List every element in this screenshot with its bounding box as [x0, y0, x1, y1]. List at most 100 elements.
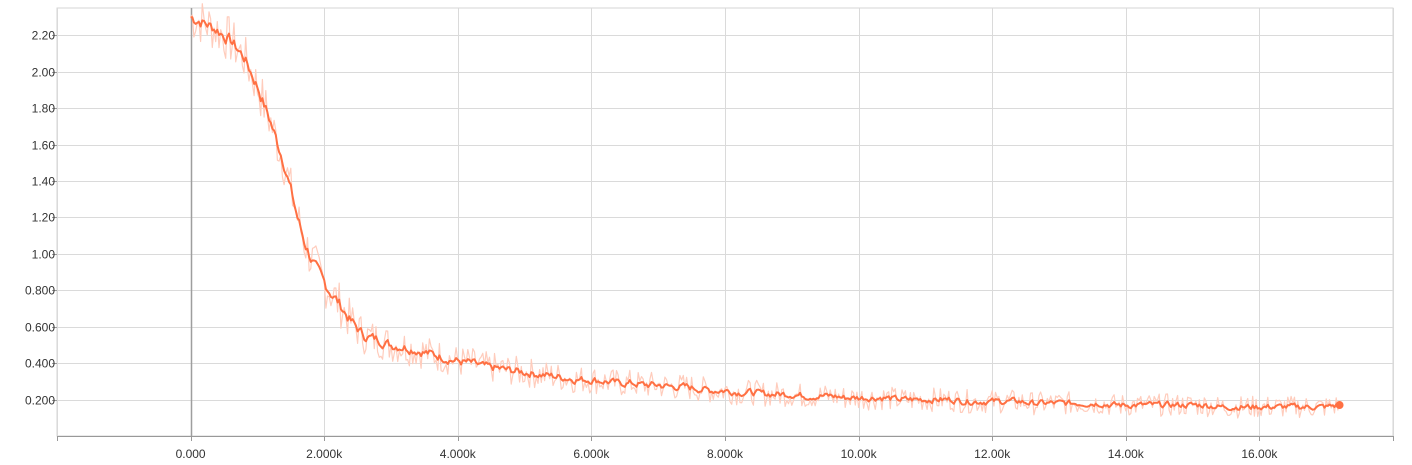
- data-point: [283, 162, 285, 164]
- data-point: [804, 395, 806, 397]
- y-tick-labels: 0.200 0.400 0.600 0.800 1.00 1.20 1.40 1.60 1.80…: [25, 29, 55, 408]
- x-tick-label: 10.00k: [841, 447, 878, 461]
- axes: [52, 35, 1394, 441]
- data-point: [1165, 404, 1167, 406]
- data-point: [644, 384, 646, 386]
- data-point: [297, 217, 299, 219]
- data-point: [764, 393, 766, 395]
- data-point: [497, 368, 499, 370]
- data-point: [190, 16, 192, 18]
- data-point: [1325, 406, 1327, 408]
- data-point: [965, 401, 967, 403]
- data-point: [818, 395, 820, 397]
- data-point: [577, 379, 579, 381]
- data-point: [430, 353, 432, 355]
- x-tick-label: 14.00k: [1108, 447, 1145, 461]
- y-tick-label: 2.00: [32, 66, 56, 80]
- y-tick-label: 0.400: [25, 357, 55, 371]
- data-point: [1232, 406, 1234, 408]
- data-point: [1272, 406, 1274, 408]
- data-point: [457, 361, 459, 363]
- data-point: [417, 350, 419, 352]
- x-tick-label: 6.000k: [573, 447, 610, 461]
- data-point: [537, 373, 539, 375]
- x-tick-label: 4.000k: [440, 447, 477, 461]
- data-point: [604, 381, 606, 383]
- data-point: [671, 386, 673, 388]
- data-point: [1178, 404, 1180, 406]
- data-point: [470, 362, 472, 364]
- data-point: [1072, 402, 1074, 404]
- x-tick-label: 12.00k: [974, 447, 1011, 461]
- data-point: [844, 397, 846, 399]
- data-point: [310, 257, 312, 259]
- data-point: [484, 366, 486, 368]
- data-point: [711, 390, 713, 392]
- data-point: [203, 22, 205, 24]
- data-point: [404, 346, 406, 348]
- data-point: [1285, 406, 1287, 408]
- data-point: [858, 397, 860, 399]
- data-point: [363, 335, 365, 337]
- y-tick-label: 0.200: [25, 394, 55, 408]
- data-point: [738, 391, 740, 393]
- data-point: [1312, 406, 1314, 408]
- x-tick-label: 16.00k: [1241, 447, 1278, 461]
- data-point: [1031, 402, 1033, 404]
- data-point: [1138, 404, 1140, 406]
- data-point: [631, 382, 633, 384]
- data-point: [1125, 404, 1127, 406]
- data-point: [1005, 401, 1007, 403]
- data-point: [1245, 406, 1247, 408]
- data-point: [938, 399, 940, 401]
- data-point: [444, 357, 446, 359]
- series-end-marker: [1335, 401, 1344, 410]
- data-point: [925, 399, 927, 401]
- data-point: [270, 122, 272, 124]
- series-lines: [190, 16, 1344, 412]
- data-point: [1058, 402, 1060, 404]
- y-tick-label: 2.20: [32, 29, 56, 43]
- data-point: [778, 393, 780, 395]
- data-point: [617, 382, 619, 384]
- data-point: [591, 379, 593, 381]
- y-tick-label: 1.00: [32, 248, 56, 262]
- data-point: [1085, 402, 1087, 404]
- data-point: [337, 300, 339, 302]
- x-tick-label: 8.000k: [707, 447, 744, 461]
- data-point: [697, 388, 699, 390]
- data-point: [1259, 406, 1261, 408]
- data-point: [831, 395, 833, 397]
- data-point: [951, 399, 953, 401]
- data-point: [323, 282, 325, 284]
- data-point: [1192, 404, 1194, 406]
- y-tick-label: 1.80: [32, 102, 56, 116]
- data-point: [751, 391, 753, 393]
- x-tick-label: 2.000k: [306, 447, 343, 461]
- data-point: [1098, 402, 1100, 404]
- data-point: [510, 370, 512, 372]
- y-tick-label: 1.40: [32, 175, 56, 189]
- data-point: [1152, 404, 1154, 406]
- y-tick-label: 0.600: [25, 321, 55, 335]
- data-point: [978, 401, 980, 403]
- raw-series-band: [190, 3, 1341, 419]
- data-point: [230, 40, 232, 42]
- data-point: [390, 344, 392, 346]
- data-point: [991, 401, 993, 403]
- data-point: [317, 271, 319, 273]
- data-point: [303, 240, 305, 242]
- data-point: [1018, 401, 1020, 403]
- data-point: [350, 320, 352, 322]
- data-point: [1205, 404, 1207, 406]
- x-tick-labels: 0.000 2.000k 4.000k 6.000k 8.000k 10.00k 12.00…: [176, 447, 1279, 461]
- y-tick-label: 0.800: [25, 284, 55, 298]
- data-point: [871, 397, 873, 399]
- data-point: [377, 339, 379, 341]
- data-point: [684, 386, 686, 388]
- data-point: [243, 56, 245, 58]
- data-point: [551, 375, 553, 377]
- grid: [56, 7, 1394, 437]
- y-tick-label: 1.60: [32, 139, 56, 153]
